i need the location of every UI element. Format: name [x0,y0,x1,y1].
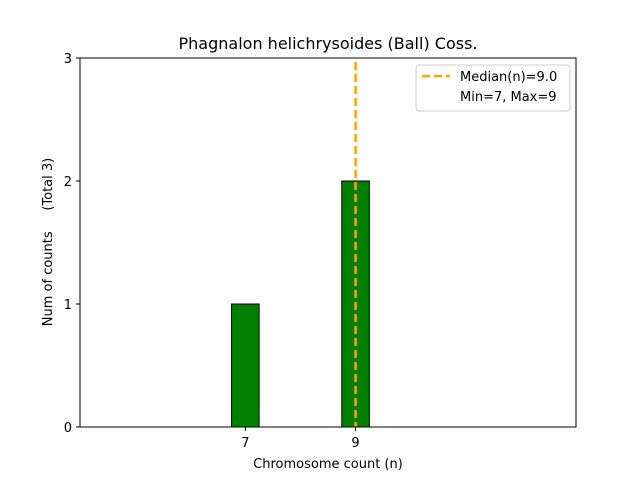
y-tick-label-2: 2 [64,175,72,190]
y-tick-label-1: 1 [64,298,72,313]
y-tick-label-0: 0 [64,421,72,436]
legend-range-label: Min=7, Max=9 [460,90,557,105]
y-tick-label-3: 3 [64,52,72,67]
legend-median-label: Median(n)=9.0 [460,70,557,85]
y-axis: 0 1 2 3 [64,52,80,436]
legend-box [415,64,571,112]
x-tick-label-7: 7 [241,436,249,451]
legend: Median(n)=9.0 Min=7, Max=9 [415,64,571,112]
chart-title: Phagnalon helichrysoides (Ball) Coss. [179,34,478,53]
x-axis-label: Chromosome count (n) [253,457,403,472]
x-tick-label-9: 9 [351,436,359,451]
bar-7 [231,303,260,428]
plot-frame [79,57,577,428]
y-axis-label: Num of counts (Total 3) [41,158,56,326]
